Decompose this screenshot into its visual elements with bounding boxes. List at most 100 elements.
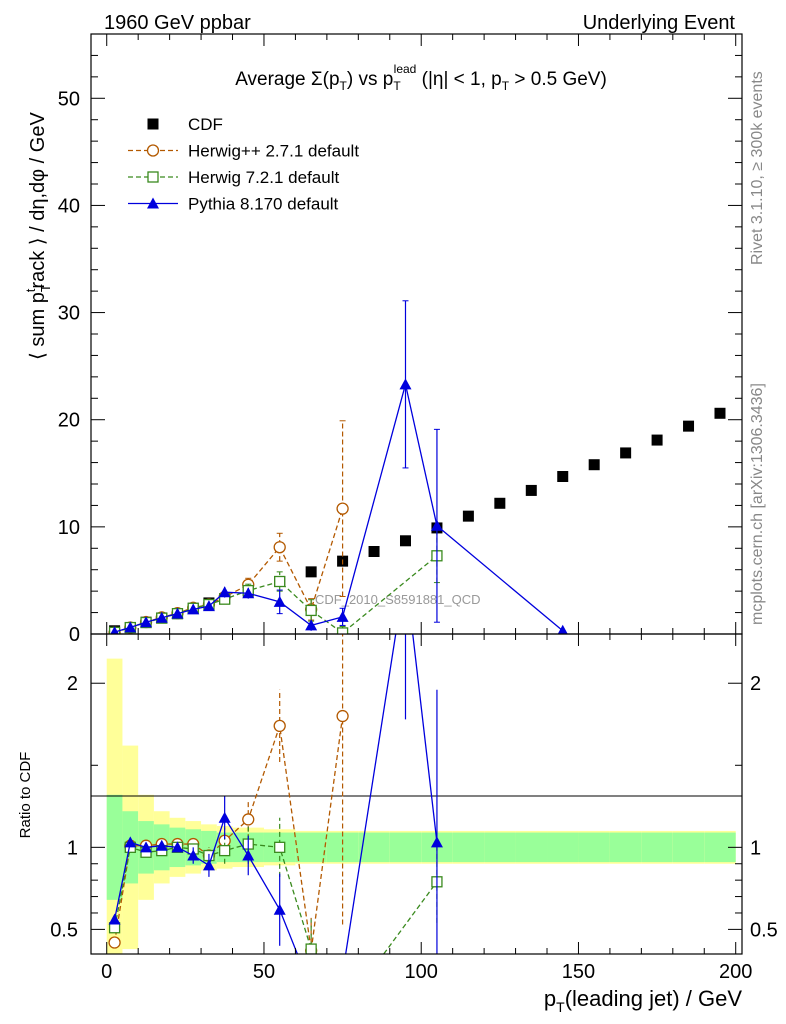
ratio-pythia-point [430, 836, 443, 848]
legend: CDF Herwig++ 2.7.1 default Herwig 7.2.1 de… [128, 115, 359, 214]
cdf-point [525, 484, 537, 496]
pythia-point [273, 595, 286, 607]
herwigpp-point [336, 502, 349, 515]
plot-title: Average Σ(pT) vs pTlead (|η| < 1, pT > 0… [235, 62, 607, 93]
cdf-point [620, 447, 632, 459]
ratio-tick-label-left: 1 [67, 837, 78, 859]
band-inner [641, 832, 673, 863]
legend-marker [147, 171, 159, 183]
pythia-point [242, 587, 255, 599]
cdf-point [399, 535, 411, 547]
legend-label: CDF [188, 115, 223, 134]
pythia-point [557, 624, 568, 634]
ratio-pythia-point [202, 859, 215, 871]
band-inner [452, 832, 485, 863]
band-inner [358, 832, 390, 863]
herwigpp-point [273, 541, 286, 554]
legend-marker [147, 118, 159, 130]
cdf-point [557, 471, 569, 482]
pythia-point [140, 616, 153, 628]
x-tick-label: 100 [405, 961, 438, 983]
herwig7-point [305, 604, 317, 617]
ratio-tick-label-right: 0.5 [750, 919, 778, 941]
pythia-point [187, 603, 200, 615]
legend-entry-herwig7: Herwig 7.2.1 default [128, 168, 339, 187]
band-inner [547, 832, 579, 863]
ratio-herwigpp-point [242, 813, 255, 826]
y-tick-label: 20 [58, 410, 80, 432]
y-tick-label: 0 [69, 624, 80, 646]
y-tick-label: 10 [58, 517, 80, 539]
ratio-tick-label-left: 0.5 [50, 919, 78, 941]
ratio-tick-label-right: 1 [750, 837, 761, 859]
cdf-point [368, 546, 380, 557]
x-tick-label: 200 [719, 961, 752, 983]
main-plot-panel: 0 10 20 30 40 50 CDF_2010_S8591881_QCD Averag… [23, 33, 743, 646]
x-tick-label: 50 [253, 961, 275, 983]
x-axis-label: pT(leading jet) / GeV [544, 986, 742, 1015]
cdf-point [588, 459, 600, 471]
legend-label: Herwig++ 2.7.1 default [188, 142, 359, 161]
legend-label: Herwig 7.2.1 default [188, 168, 339, 187]
analysis-watermark: CDF_2010_S8591881_QCD [315, 592, 481, 607]
legend-label: Pythia 8.170 default [188, 195, 339, 214]
ratio-herwigpp-point [336, 709, 349, 723]
ratio-herwigpp-line [113, 715, 344, 951]
ratio-plot-panel: 0.5 0.5 1 1 2 2 0 50 100 150 200 Ratio to CDF pT(… [17, 566, 778, 1015]
pythia-point [305, 619, 318, 631]
cdf-point [683, 420, 695, 432]
legend-entry-cdf: CDF [147, 115, 223, 134]
ratio-pythia-point [242, 849, 255, 861]
ratio-herwig7-point [338, 1005, 348, 1015]
pythia-point [218, 586, 231, 598]
legend-entry-herwigpp: Herwig++ 2.7.1 default [128, 142, 359, 161]
ratio-axis-label: Ratio to CDF [17, 752, 34, 839]
x-tick-label: 0 [101, 961, 112, 983]
header-left: 1960 GeV ppbar [104, 12, 251, 34]
ratio-herwig7-point [305, 943, 317, 954]
cdf-point [494, 497, 506, 509]
ratio-pythia-point [305, 982, 317, 993]
band-inner [106, 794, 123, 900]
ratio-pythia-point [155, 839, 168, 851]
x-tick-label: 150 [562, 961, 595, 983]
pythia-point [430, 519, 443, 531]
ratio-herwigpp-point [273, 719, 286, 733]
ratio-plot-frame [90, 633, 743, 955]
band-inner [389, 832, 422, 863]
legend-marker [147, 197, 159, 209]
band-inner [484, 832, 516, 863]
ratio-pythia-point [399, 566, 411, 577]
header-right: Underlying Event [583, 12, 736, 34]
ratio-tick-label-right: 2 [750, 673, 761, 695]
cdf-point [305, 566, 317, 578]
pythia-point [202, 600, 215, 612]
pythia-point [171, 607, 184, 619]
ratio-pythia-point [273, 903, 286, 915]
pythia-point [336, 610, 349, 622]
ratio-pythia-point [140, 841, 153, 853]
ratio-pythia-point [218, 811, 231, 823]
ratio-herwig7-point [219, 844, 231, 857]
ratio-pythia-point [187, 849, 200, 861]
mcplots-label: mcplots.cern.ch [arXiv:1306.3436] [749, 383, 766, 625]
cdf-point [651, 434, 663, 446]
cdf-point [714, 407, 726, 419]
band-inner [515, 832, 548, 863]
band-inner [295, 832, 327, 863]
band-inner [609, 832, 642, 863]
pythia-point [399, 378, 412, 390]
y-tick-label: 40 [58, 195, 80, 217]
y-tick-label: 30 [58, 303, 80, 325]
ratio-herwigpp-point [108, 936, 121, 949]
cdf-point [462, 510, 474, 522]
pythia-point [155, 611, 168, 623]
pythia-point [110, 626, 119, 634]
legend-marker [146, 144, 160, 157]
y-axis-label: ⟨ sum pTtrack ⟩ / dη,dφ / GeV [23, 112, 53, 360]
y-tick-label: 50 [58, 88, 80, 110]
herwig7-point [274, 575, 286, 588]
legend-entry-pythia: Pythia 8.170 default [128, 195, 339, 214]
ratio-tick-label-left: 2 [67, 673, 78, 695]
ratio-pythia-point [108, 913, 121, 925]
